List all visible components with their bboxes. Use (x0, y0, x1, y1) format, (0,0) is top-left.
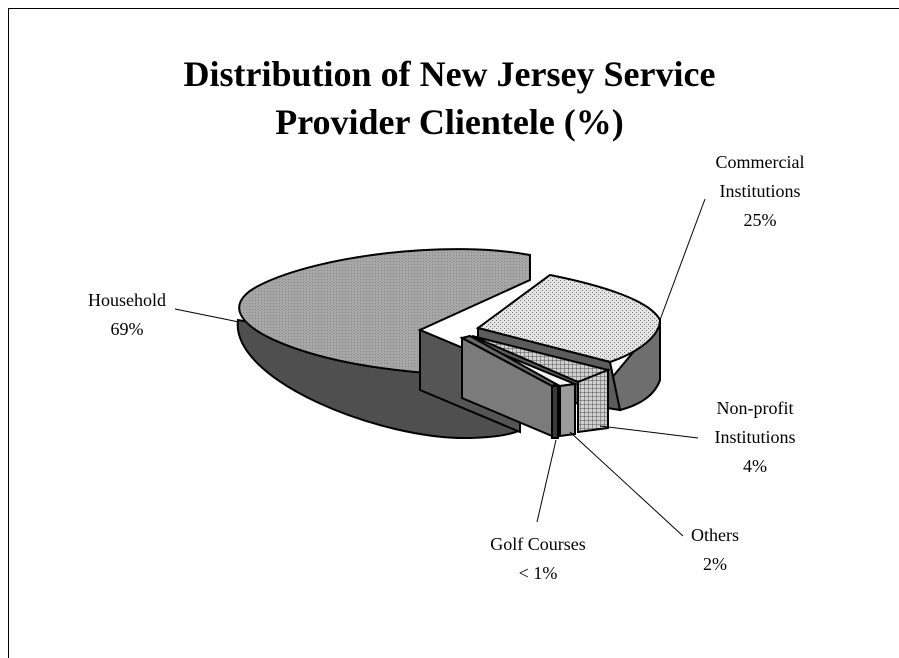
leader-golf (536, 439, 557, 523)
title-line-2: Provider Clientele (%) (275, 102, 624, 142)
label-golf-value: < 1% (519, 563, 558, 583)
label-commercial-line1: Commercial (716, 152, 805, 172)
label-household-name: Household (88, 290, 166, 310)
slice-others-side (559, 382, 576, 438)
leader-nonprofit (599, 425, 699, 439)
leader-commercial (659, 198, 706, 321)
title-line-1: Distribution of New Jersey Service (183, 54, 716, 94)
slice-commercial-top (475, 273, 662, 364)
label-others: Others 2% (691, 525, 739, 574)
slice-golf-side (551, 385, 559, 439)
label-nonprofit-line1: Non-profit (717, 398, 794, 418)
leader-household (174, 308, 240, 323)
label-commercial-line2: Institutions (719, 181, 800, 201)
leader-lines (174, 198, 706, 537)
label-golf-name: Golf Courses (490, 534, 586, 554)
label-golf-courses: Golf Courses < 1% (490, 534, 586, 583)
label-nonprofit-line2: Institutions (714, 427, 795, 447)
label-household-value: 69% (111, 319, 144, 339)
label-household: Household 69% (88, 290, 166, 339)
label-nonprofit-value: 4% (743, 456, 767, 476)
label-others-value: 2% (703, 554, 727, 574)
slice-nonprofit-side (577, 368, 609, 434)
chart-frame (8, 8, 899, 658)
label-nonprofit: Non-profit Institutions 4% (714, 398, 795, 476)
label-commercial-value: 25% (744, 210, 777, 230)
label-commercial: Commercial Institutions 25% (716, 152, 805, 230)
leader-others (569, 431, 684, 537)
chart-title: Distribution of New Jersey Service Provi… (0, 50, 899, 146)
label-others-name: Others (691, 525, 739, 545)
slice-golf-courses (459, 334, 559, 439)
slice-nonprofit (471, 335, 611, 434)
